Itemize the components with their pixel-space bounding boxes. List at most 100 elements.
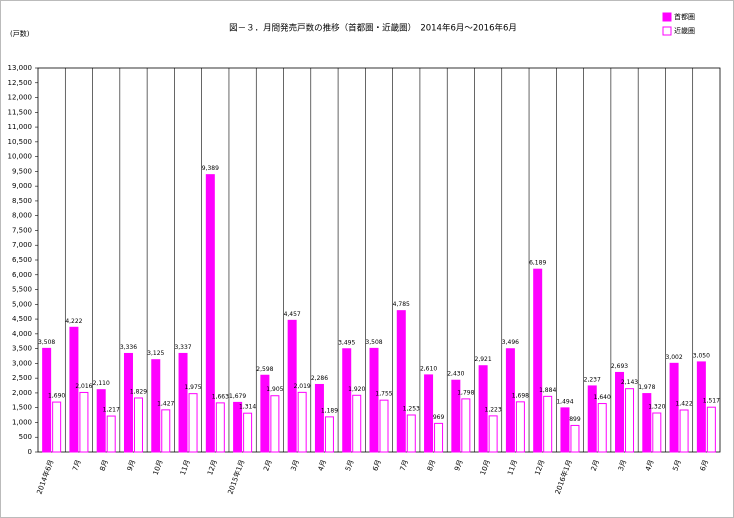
bar [706, 406, 716, 453]
y-tick-label: 12,500 [8, 79, 33, 87]
value-label: 2,237 [584, 376, 601, 383]
value-label: 3,050 [693, 352, 710, 359]
value-label: 2,286 [311, 375, 328, 382]
value-label: 899 [569, 416, 581, 423]
value-label: 2,598 [256, 366, 273, 373]
value-label: 2,110 [93, 380, 110, 387]
y-tick-label: 10,000 [8, 153, 33, 161]
value-label: 1,427 [157, 400, 174, 407]
x-tick-label: 9月 [453, 459, 464, 473]
bar [188, 393, 198, 453]
value-label: 1,698 [512, 392, 529, 399]
value-label: 1,422 [675, 400, 692, 407]
bar [396, 310, 406, 453]
bar [488, 415, 498, 453]
value-label: 1,829 [130, 388, 147, 395]
bar [505, 348, 515, 453]
bar [696, 361, 706, 453]
x-tick-label: 4月 [317, 459, 328, 473]
bar [679, 409, 689, 453]
bar [233, 401, 243, 453]
value-label: 4,457 [284, 311, 301, 318]
chart-title: 図－３．月間発売戸数の推移（首都圏・近畿圏） 2014年6月～2016年6月 [229, 23, 517, 34]
value-label: 1,975 [184, 384, 201, 391]
y-tick-label: 7,500 [12, 226, 32, 234]
bar [543, 395, 553, 453]
value-label: 1,217 [103, 407, 120, 414]
bar [178, 352, 188, 453]
value-label: 1,223 [485, 406, 502, 413]
value-label: 2,016 [75, 383, 92, 390]
y-tick-label: 12,000 [8, 94, 33, 102]
x-tick-label: 7月 [71, 459, 82, 473]
bar [314, 383, 324, 453]
value-label: 1,189 [321, 407, 338, 414]
bar [297, 391, 307, 453]
value-label: 2,143 [621, 379, 638, 386]
value-label: 3,508 [38, 339, 55, 346]
y-tick-label: 6,500 [12, 256, 32, 264]
y-tick-label: 11,000 [8, 123, 33, 131]
bar [352, 394, 362, 453]
bar [161, 409, 171, 453]
y-tick-label: 3,500 [12, 345, 32, 353]
x-tick-label: 8月 [426, 459, 437, 473]
y-tick-label: 2,000 [12, 389, 32, 397]
bar [287, 319, 297, 453]
bar [106, 415, 116, 453]
y-tick-label: 1,500 [12, 404, 32, 412]
bar [215, 402, 225, 453]
x-tick-label: 9月 [126, 459, 137, 473]
value-label: 1,253 [403, 405, 420, 412]
bar [151, 359, 161, 453]
bar [243, 412, 253, 453]
value-label: 1,884 [539, 387, 556, 394]
y-tick-label: 1,000 [12, 418, 32, 426]
x-tick-label: 8月 [99, 459, 110, 473]
bar [52, 401, 62, 453]
value-label: 1,690 [48, 393, 65, 400]
value-label: 3,495 [338, 339, 355, 346]
value-label: 1,640 [594, 394, 611, 401]
x-tick-label: 2月 [590, 459, 601, 473]
value-label: 2,610 [420, 365, 437, 372]
y-tick-label: 9,000 [12, 182, 32, 190]
bar [451, 379, 461, 453]
value-label: 1,905 [266, 386, 283, 393]
bar [434, 422, 444, 453]
bar [369, 347, 379, 453]
x-tick-label: 6月 [371, 459, 382, 473]
legend-swatch [662, 26, 672, 36]
legend-label: 近畿圏 [674, 26, 695, 35]
bar [461, 398, 471, 453]
value-label: 1,517 [703, 398, 720, 405]
value-label: 1,679 [229, 393, 246, 400]
x-tick-label: 3月 [617, 459, 628, 473]
y-tick-label: 6,000 [12, 271, 32, 279]
bar [515, 401, 525, 453]
y-tick-label: 3,000 [12, 359, 32, 367]
bar [478, 365, 488, 453]
bar [642, 393, 652, 453]
y-tick-label: 4,500 [12, 315, 32, 323]
value-label: 1,663 [212, 393, 229, 400]
x-tick-label: 7月 [399, 459, 410, 473]
value-label: 2,921 [475, 356, 492, 363]
bar [69, 326, 79, 453]
value-label: 3,337 [174, 344, 191, 351]
value-label: 1,755 [375, 391, 392, 398]
value-label: 3,336 [120, 344, 137, 351]
value-label: 1,978 [638, 384, 655, 391]
value-label: 2,693 [611, 363, 628, 370]
bar [652, 412, 662, 453]
value-label: 2,430 [447, 371, 464, 378]
x-tick-label: 2月 [262, 459, 273, 473]
x-tick-label: 4月 [644, 459, 655, 473]
x-tick-label: 5月 [671, 459, 682, 473]
value-label: 2,019 [294, 383, 311, 390]
bar [570, 424, 580, 453]
bar [560, 407, 570, 453]
value-label: 3,125 [147, 350, 164, 357]
y-tick-label: 7,000 [12, 241, 32, 249]
